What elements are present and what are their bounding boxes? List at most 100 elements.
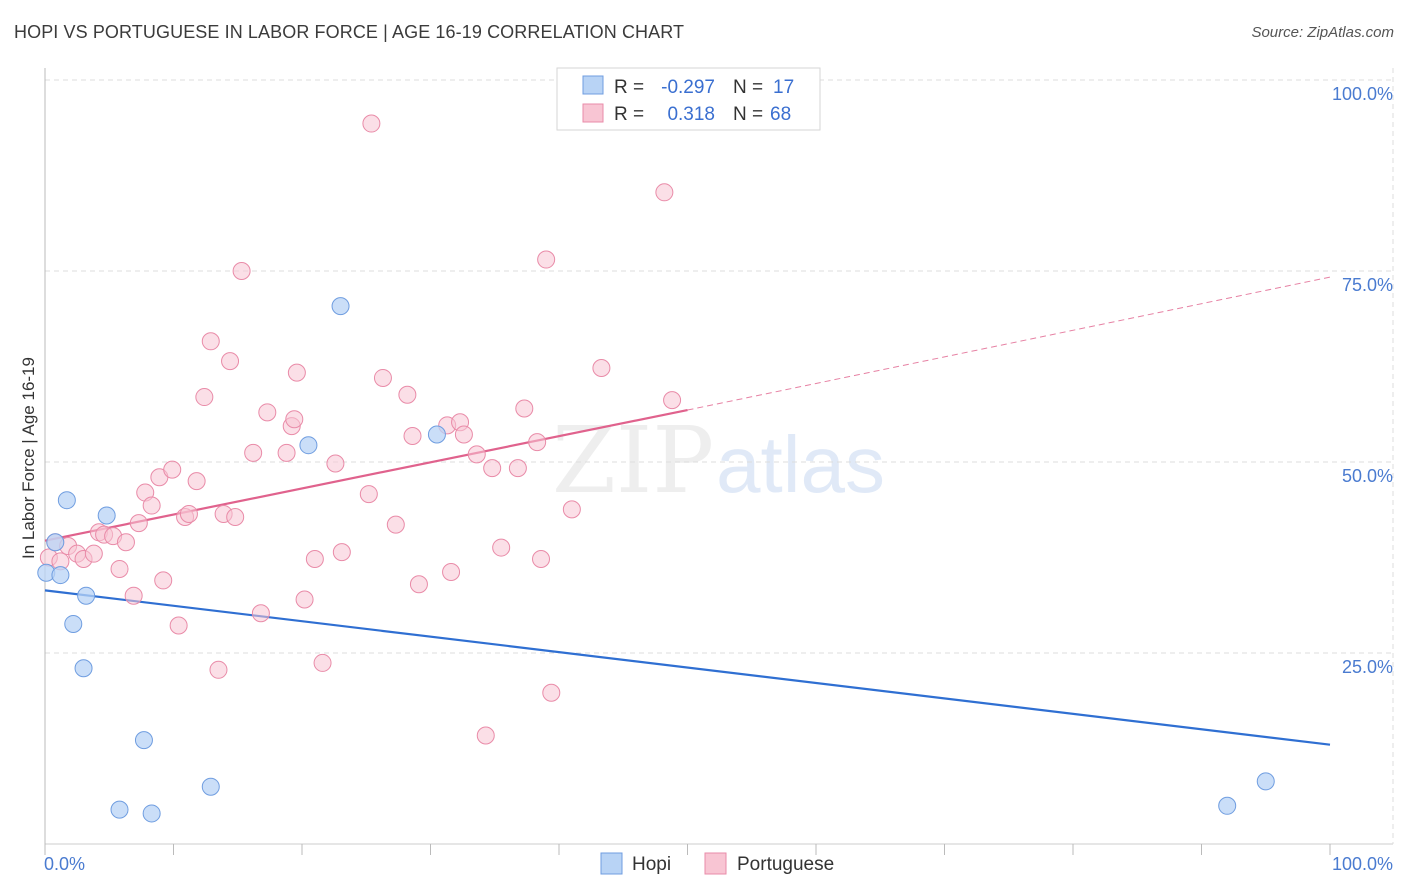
axes xyxy=(44,68,1331,855)
point-portuguese xyxy=(476,726,495,745)
point-portuguese xyxy=(305,550,324,569)
point-portuguese xyxy=(285,410,304,429)
point-portuguese xyxy=(209,660,228,679)
bottom-legend-swatch-portuguese xyxy=(704,852,727,875)
y-tick-label: 25.0% xyxy=(1342,657,1393,677)
point-portuguese xyxy=(326,454,345,473)
point-portuguese xyxy=(232,262,251,280)
legend-r-value-hopi: -0.297 xyxy=(661,77,715,98)
point-hopi xyxy=(57,491,76,510)
point-portuguese xyxy=(386,515,405,534)
y-tick-label: 50.0% xyxy=(1342,466,1393,486)
point-portuguese xyxy=(287,363,306,382)
point-portuguese xyxy=(373,368,392,387)
watermark: ZIP atlas xyxy=(552,407,885,514)
point-portuguese xyxy=(313,653,332,672)
point-portuguese xyxy=(442,563,461,582)
stats-legend: R = -0.297 N = 17 R = 0.318 N = 68 xyxy=(556,67,821,131)
point-portuguese xyxy=(592,359,611,378)
point-portuguese xyxy=(409,575,428,594)
point-portuguese xyxy=(84,544,103,563)
bottom-legend: Hopi Portuguese xyxy=(600,852,834,875)
legend-r-label-portuguese: R = xyxy=(614,104,644,125)
point-hopi xyxy=(331,297,350,316)
point-portuguese xyxy=(251,604,270,623)
point-portuguese xyxy=(163,460,182,479)
point-portuguese xyxy=(179,504,198,523)
point-hopi xyxy=(97,506,116,525)
point-portuguese xyxy=(332,543,351,562)
legend-n-label-portuguese: N = xyxy=(733,104,763,125)
point-portuguese xyxy=(537,250,556,269)
point-portuguese xyxy=(663,391,682,410)
point-portuguese xyxy=(542,683,561,702)
source-label: Source: ZipAtlas.com xyxy=(1251,24,1394,41)
point-portuguese xyxy=(515,399,534,418)
x-tick-label-min: 0.0% xyxy=(44,854,85,874)
point-hopi xyxy=(110,800,129,819)
point-portuguese xyxy=(221,352,240,371)
point-portuguese xyxy=(244,443,263,462)
point-portuguese xyxy=(226,508,245,527)
x-tick-label-max: 100.0% xyxy=(1332,854,1393,874)
point-portuguese xyxy=(362,114,381,133)
legend-n-value-portuguese: 68 xyxy=(770,104,791,125)
point-portuguese xyxy=(467,445,486,464)
chart-title: HOPI VS PORTUGUESE IN LABOR FORCE | AGE … xyxy=(14,22,685,42)
point-portuguese xyxy=(195,388,214,407)
legend-n-value-hopi: 17 xyxy=(773,77,794,98)
point-hopi xyxy=(427,425,446,444)
y-tick-labels: 25.0% 50.0% 75.0% 100.0% xyxy=(1332,84,1393,677)
point-portuguese xyxy=(142,496,161,515)
point-portuguese xyxy=(116,533,135,552)
legend-n-label-hopi: N = xyxy=(733,77,763,98)
legend-r-label-hopi: R = xyxy=(614,77,644,98)
point-portuguese xyxy=(258,403,277,422)
point-portuguese xyxy=(124,586,143,605)
trend-line-portuguese xyxy=(44,408,688,542)
legend-r-value-portuguese: 0.318 xyxy=(667,104,715,125)
bottom-legend-swatch-hopi xyxy=(600,852,623,875)
x-tick-labels: 0.0% 100.0% xyxy=(44,854,1393,874)
point-portuguese xyxy=(110,559,129,578)
watermark-zip: ZIP xyxy=(552,407,714,514)
data-points xyxy=(37,114,1275,823)
legend-swatch-portuguese xyxy=(582,103,604,123)
point-portuguese xyxy=(187,472,206,491)
point-portuguese xyxy=(508,459,527,478)
point-portuguese xyxy=(154,571,173,590)
point-portuguese xyxy=(483,459,502,478)
point-portuguese xyxy=(359,485,378,504)
bottom-legend-label-hopi: Hopi xyxy=(632,854,671,875)
point-portuguese xyxy=(655,183,674,202)
point-portuguese xyxy=(492,538,511,557)
grid xyxy=(45,68,1394,845)
point-hopi xyxy=(142,804,161,823)
trend-line-portuguese-extension xyxy=(687,276,1331,411)
watermark-atlas: atlas xyxy=(716,420,885,509)
y-axis-label: In Labor Force | Age 16-19 xyxy=(19,357,38,559)
trend-line-hopi xyxy=(44,589,1331,746)
y-tick-label: 75.0% xyxy=(1342,275,1393,295)
y-tick-label: 100.0% xyxy=(1332,84,1393,104)
point-portuguese xyxy=(562,500,581,519)
point-hopi xyxy=(1218,796,1237,815)
point-hopi xyxy=(1256,772,1275,791)
point-hopi xyxy=(77,586,96,605)
point-portuguese xyxy=(295,590,314,609)
point-hopi xyxy=(64,614,83,633)
point-portuguese xyxy=(398,385,417,404)
point-hopi xyxy=(134,731,153,750)
point-hopi xyxy=(201,777,220,796)
point-portuguese xyxy=(528,433,547,452)
point-hopi xyxy=(51,566,70,585)
point-portuguese xyxy=(454,425,473,444)
point-portuguese xyxy=(532,550,551,569)
point-portuguese xyxy=(201,332,220,351)
bottom-legend-label-portuguese: Portuguese xyxy=(737,854,834,875)
legend-swatch-hopi xyxy=(582,75,604,95)
point-hopi xyxy=(74,659,93,678)
point-portuguese xyxy=(169,616,188,635)
point-portuguese xyxy=(277,443,296,462)
